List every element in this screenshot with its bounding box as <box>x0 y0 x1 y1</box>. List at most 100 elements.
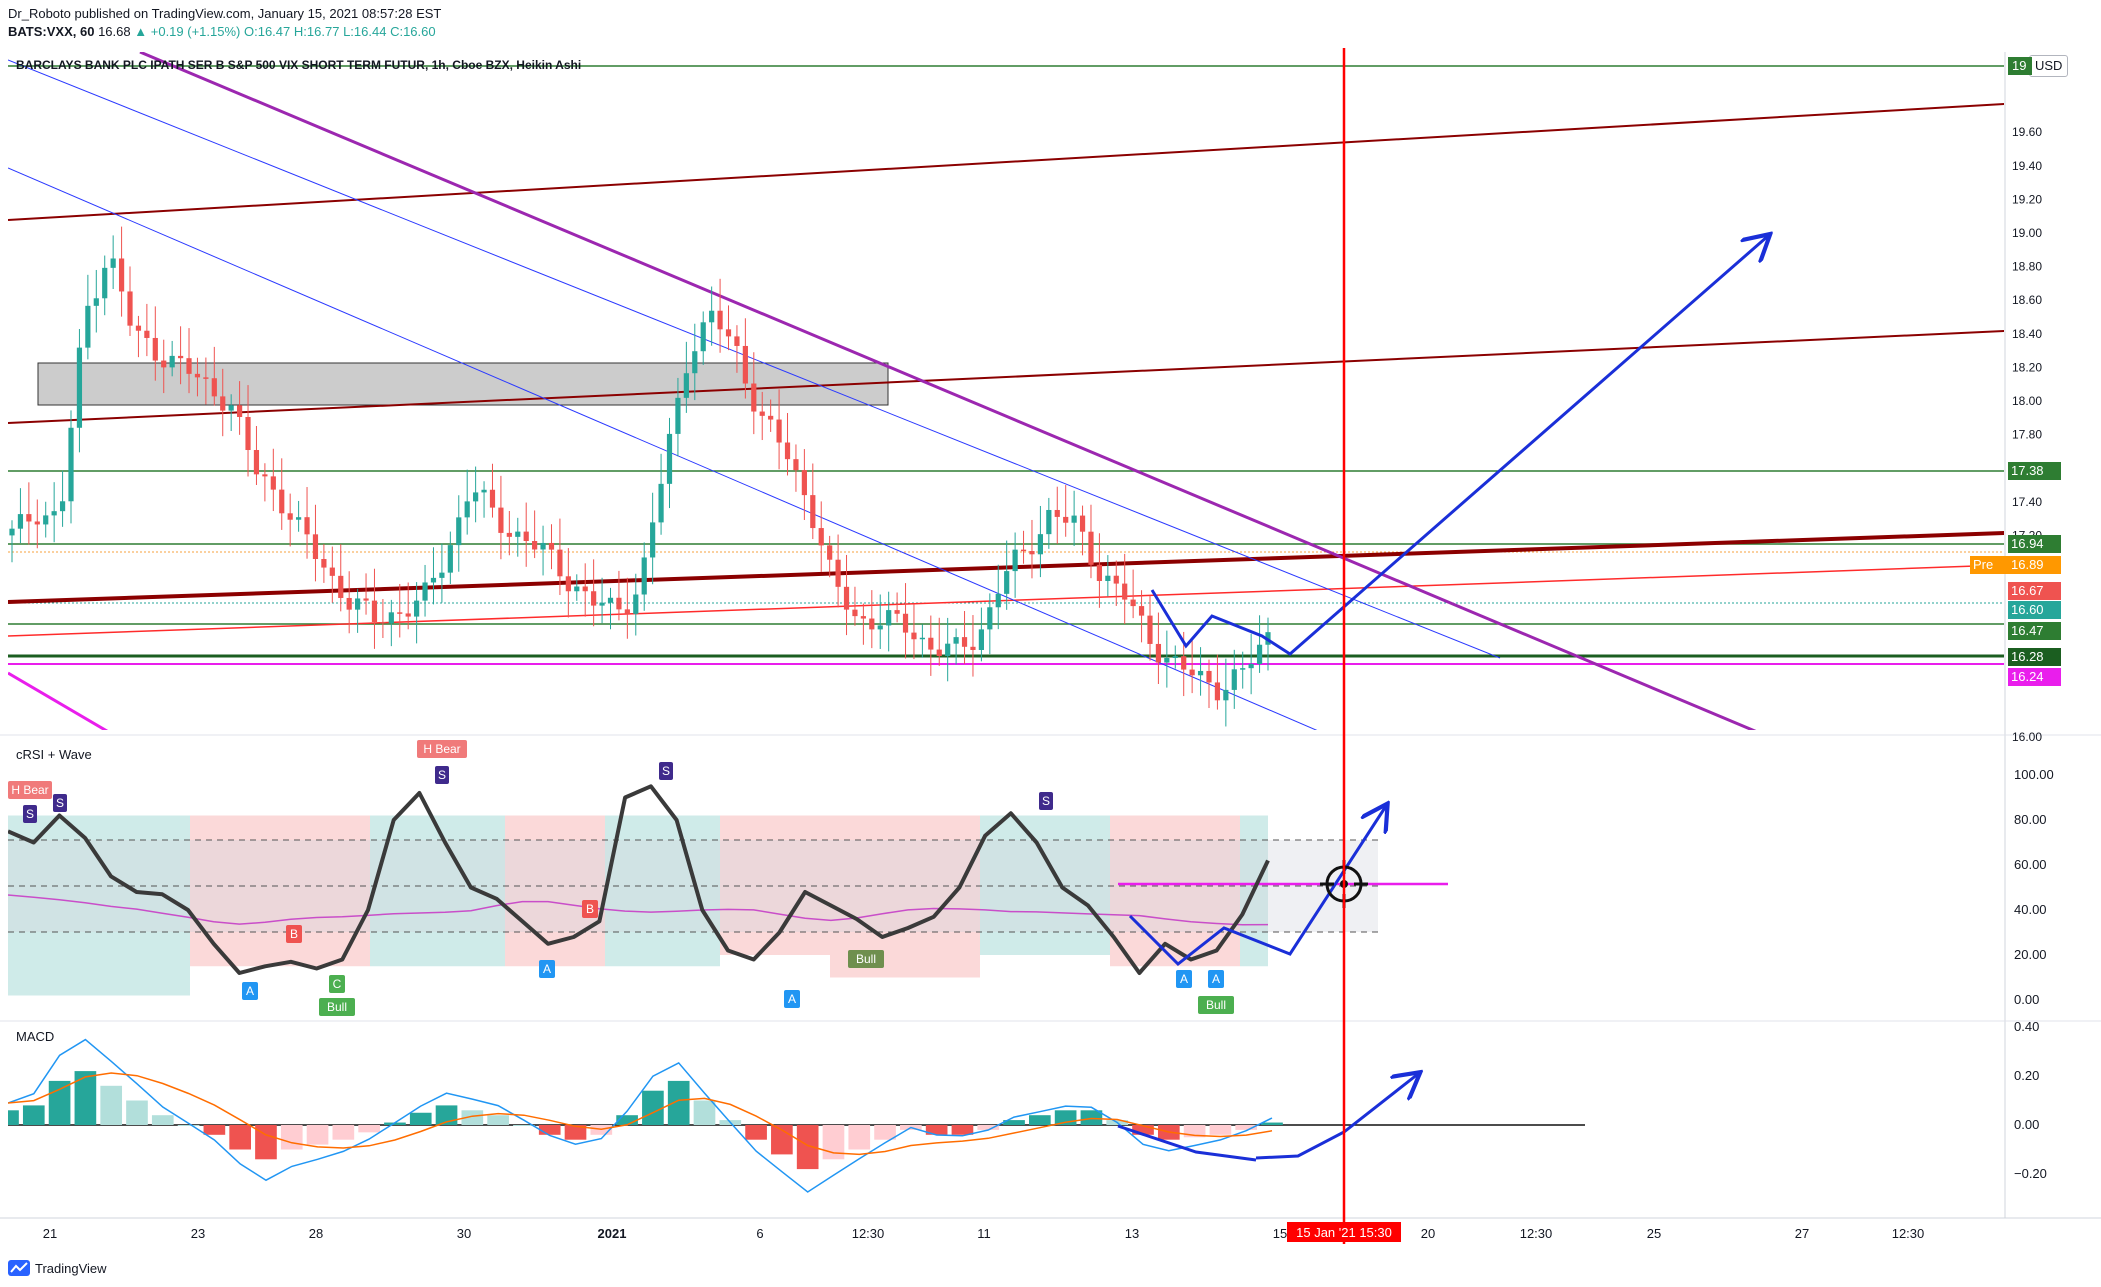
macd-histogram-bar <box>642 1090 664 1125</box>
candle-body <box>1037 534 1044 555</box>
time-tick: 20 <box>1421 1226 1435 1241</box>
candle-body <box>624 609 630 614</box>
candle-body <box>1189 669 1195 676</box>
candle-body <box>473 492 479 502</box>
macd-histogram-bar <box>151 1115 174 1125</box>
time-tick: 30 <box>457 1226 471 1241</box>
candle-body <box>439 572 445 578</box>
tradingview-icon <box>8 1260 30 1276</box>
price-tick: 17.40 <box>2012 495 2042 509</box>
macd-histogram-bar <box>203 1125 226 1135</box>
price-pane <box>8 52 2004 730</box>
forecast-path-macd-left <box>1117 1124 1257 1162</box>
candle-body <box>161 360 167 368</box>
candle-body <box>304 517 310 535</box>
price-change-value: +0.19 (+1.15%) <box>150 24 241 39</box>
candle-body <box>759 411 765 416</box>
macd-histogram-bar <box>280 1125 303 1150</box>
macd-histogram-bar <box>255 1125 277 1160</box>
candle-body <box>93 298 99 306</box>
candle-body <box>1138 606 1145 616</box>
candle-body <box>818 528 824 546</box>
signal-marker-label: A <box>1180 972 1188 986</box>
candle-body <box>498 507 504 533</box>
published-line: Dr_Roboto published on TradingView.com, … <box>8 6 442 21</box>
candle-body <box>1063 516 1069 523</box>
candle-body <box>768 415 774 420</box>
price-label-16-94: 16.94 <box>2008 535 2061 553</box>
currency-button[interactable]: USD <box>2029 55 2069 77</box>
macd-histogram-bar <box>822 1125 845 1160</box>
candle-body <box>658 483 664 523</box>
candle-body <box>827 545 833 560</box>
macd-tick: 0.40 <box>2014 1019 2039 1034</box>
macd-histogram-bar <box>177 1125 200 1126</box>
crsi-tick: 80.00 <box>2014 812 2047 827</box>
candle-body <box>936 649 942 656</box>
candle-body <box>911 632 917 640</box>
signal-h-bear: H Bear <box>8 781 52 799</box>
price-label-17-38: 17.38 <box>2008 462 2061 480</box>
crsi-signals: H Bear S S H Bear S S S B B A A A A A C Bull Bull Bull <box>8 740 1234 1016</box>
signal-marker-label: H Bear <box>423 742 460 756</box>
candle-body <box>321 559 327 568</box>
signal-marker-label: A <box>543 962 551 976</box>
candle-body <box>709 310 715 323</box>
trendline-dark-red-middle <box>8 330 2004 424</box>
macd-histogram-bar <box>745 1125 767 1140</box>
macd-pane-title: MACD <box>16 1029 55 1044</box>
candle-body <box>245 416 251 451</box>
signal-marker-label: A <box>788 992 796 1006</box>
candle-body <box>169 355 175 368</box>
macd-histogram <box>8 1071 1283 1170</box>
price-label-16-67: 16.67 <box>2008 582 2061 600</box>
candle-body <box>59 501 66 512</box>
tradingview-logo[interactable]: TradingView <box>8 1258 107 1278</box>
candle-body <box>599 602 605 606</box>
candle-body <box>262 474 268 477</box>
candle-body <box>1181 656 1187 670</box>
candle-body <box>793 459 799 471</box>
signal-marker-bg <box>23 805 37 823</box>
signal-marker-label: H Bear <box>11 783 48 797</box>
macd-axis-ticks: −0.20 0.00 0.20 0.40 <box>2014 1019 2047 1181</box>
candle-body <box>835 559 841 587</box>
signal-b: B <box>286 925 302 943</box>
candle-body <box>801 470 807 496</box>
candle-body <box>692 351 698 374</box>
candle-body <box>186 358 192 374</box>
macd-histogram-bar <box>22 1105 45 1125</box>
candle-body <box>928 637 934 650</box>
candle-body <box>852 609 858 617</box>
signal-marker-bg <box>286 925 302 943</box>
candle-body <box>1004 571 1010 594</box>
signal-marker-label: Bull <box>327 1000 347 1014</box>
macd-histogram-bar <box>229 1125 251 1150</box>
candle-body <box>397 612 403 614</box>
crsi-tick: 60.00 <box>2014 857 2047 872</box>
time-badge: 15 Jan '21 15:30 <box>1296 1225 1392 1240</box>
crsi-pane: H Bear S S H Bear S S S B B A A A A A C Bull Bull Bull <box>8 740 1448 1016</box>
candle-body <box>953 637 959 644</box>
candle-body <box>869 618 875 630</box>
macd-histogram-bar <box>461 1110 484 1125</box>
signal-s: S <box>23 805 37 823</box>
candle-body <box>616 597 622 610</box>
candle-body <box>574 586 580 592</box>
signal-a: A <box>1208 970 1224 988</box>
candle-body <box>1223 689 1229 701</box>
candle-body <box>734 336 740 346</box>
candle-body <box>860 616 866 619</box>
time-tick: 28 <box>309 1226 323 1241</box>
candle-body <box>1122 583 1128 600</box>
candle-body <box>85 305 91 348</box>
crsi-line <box>8 784 1270 975</box>
macd-histogram-bar <box>1132 1125 1154 1135</box>
time-tick: 15 <box>1273 1226 1287 1241</box>
signal-marker-bg <box>417 740 467 758</box>
signal-marker-bg <box>1198 996 1234 1014</box>
candle-body <box>751 383 757 412</box>
signal-s: S <box>435 766 449 784</box>
candle-body <box>296 517 302 520</box>
